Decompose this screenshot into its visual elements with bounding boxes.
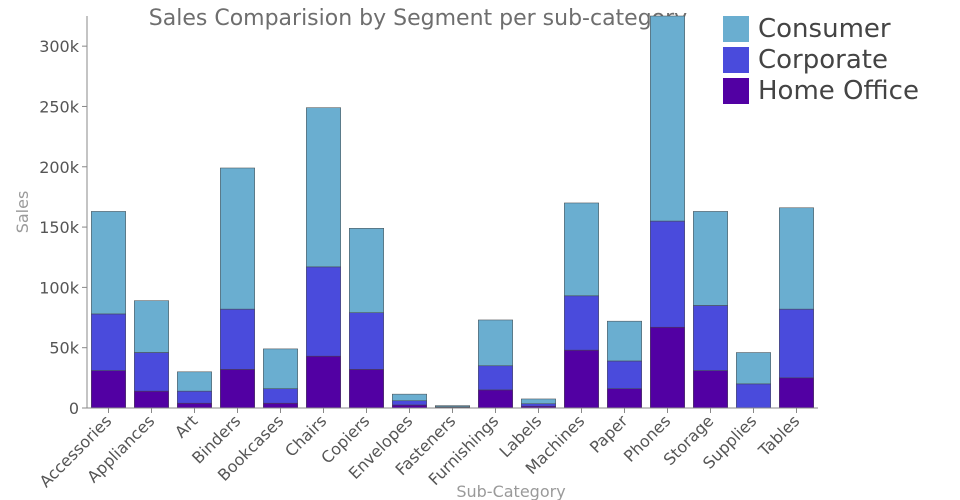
legend-swatch <box>723 78 749 104</box>
bar-home-office-accessories[interactable] <box>91 370 126 409</box>
legend-item-corporate[interactable]: Corporate <box>723 45 888 75</box>
bar-consumer-labels[interactable] <box>521 398 556 405</box>
bar-home-office-copiers[interactable] <box>349 369 384 409</box>
bar-corporate-accessories[interactable] <box>91 313 126 371</box>
bar-corporate-supplies[interactable] <box>736 383 771 409</box>
bar-corporate-tables[interactable] <box>779 308 814 379</box>
bar-consumer-phones[interactable] <box>650 15 685 222</box>
x-tick-label: Tables <box>754 411 803 460</box>
bar-consumer-storage[interactable] <box>693 211 728 306</box>
chart-title: Sales Comparision by Segment per sub-cat… <box>149 6 687 31</box>
bar-corporate-art[interactable] <box>177 390 212 404</box>
bar-consumer-paper[interactable] <box>607 320 642 362</box>
bar-corporate-envelopes[interactable] <box>392 400 427 406</box>
x-axis-title: Sub-Category <box>456 482 565 500</box>
bar-home-office-tables[interactable] <box>779 377 814 409</box>
bar-corporate-phones[interactable] <box>650 220 685 328</box>
legend-swatch <box>723 16 749 42</box>
y-axis: 0 50k 100k 150k 200k 250k 300k <box>39 37 87 418</box>
bar-home-office-binders[interactable] <box>220 369 255 409</box>
bar-corporate-storage[interactable] <box>693 305 728 371</box>
y-tick-label: 0 <box>69 399 79 418</box>
y-tick-label: 200k <box>39 158 80 177</box>
bar-corporate-furnishings[interactable] <box>478 365 513 391</box>
bar-consumer-accessories[interactable] <box>91 211 126 315</box>
bar-corporate-chairs[interactable] <box>306 266 341 357</box>
bar-home-office-bookcases[interactable] <box>263 402 298 409</box>
legend-label: Consumer <box>758 14 891 44</box>
bars-layer <box>91 15 814 409</box>
bar-consumer-machines[interactable] <box>564 202 599 297</box>
bar-corporate-bookcases[interactable] <box>263 388 298 404</box>
bar-consumer-tables[interactable] <box>779 207 814 310</box>
legend-item-consumer[interactable]: Consumer <box>723 14 891 44</box>
y-tick-label: 300k <box>39 37 80 56</box>
bar-corporate-binders[interactable] <box>220 308 255 370</box>
y-tick-label: 100k <box>39 278 80 297</box>
bar-consumer-bookcases[interactable] <box>263 348 298 389</box>
bar-consumer-art[interactable] <box>177 371 212 392</box>
bar-consumer-envelopes[interactable] <box>392 393 427 402</box>
bar-consumer-copiers[interactable] <box>349 228 384 313</box>
bar-home-office-phones[interactable] <box>650 326 685 409</box>
y-axis-title: Sales <box>13 191 32 234</box>
legend-label: Corporate <box>758 45 888 75</box>
bar-corporate-appliances[interactable] <box>134 352 169 392</box>
x-tick-label: Art <box>171 411 201 441</box>
bar-consumer-appliances[interactable] <box>134 300 169 353</box>
bar-corporate-labels[interactable] <box>521 403 556 407</box>
bar-home-office-appliances[interactable] <box>134 390 169 409</box>
bar-consumer-furnishings[interactable] <box>478 319 513 367</box>
bar-home-office-art[interactable] <box>177 402 212 409</box>
bar-home-office-paper[interactable] <box>607 388 642 409</box>
bar-consumer-chairs[interactable] <box>306 107 341 268</box>
legend-label: Home Office <box>758 76 919 106</box>
bar-consumer-supplies[interactable] <box>736 352 771 385</box>
y-tick-label: 250k <box>39 97 80 116</box>
y-tick-label: 50k <box>49 339 79 358</box>
bar-home-office-furnishings[interactable] <box>478 389 513 409</box>
bar-corporate-paper[interactable] <box>607 360 642 389</box>
legend-item-home-office[interactable]: Home Office <box>723 76 919 106</box>
bar-consumer-fasteners[interactable] <box>435 405 470 408</box>
legend-swatch <box>723 47 749 73</box>
bar-home-office-chairs[interactable] <box>306 355 341 409</box>
bar-corporate-copiers[interactable] <box>349 312 384 370</box>
bar-home-office-machines[interactable] <box>564 349 599 409</box>
y-tick-label: 150k <box>39 218 80 237</box>
bar-corporate-machines[interactable] <box>564 295 599 351</box>
bar-home-office-storage[interactable] <box>693 370 728 409</box>
bar-consumer-binders[interactable] <box>220 167 255 310</box>
